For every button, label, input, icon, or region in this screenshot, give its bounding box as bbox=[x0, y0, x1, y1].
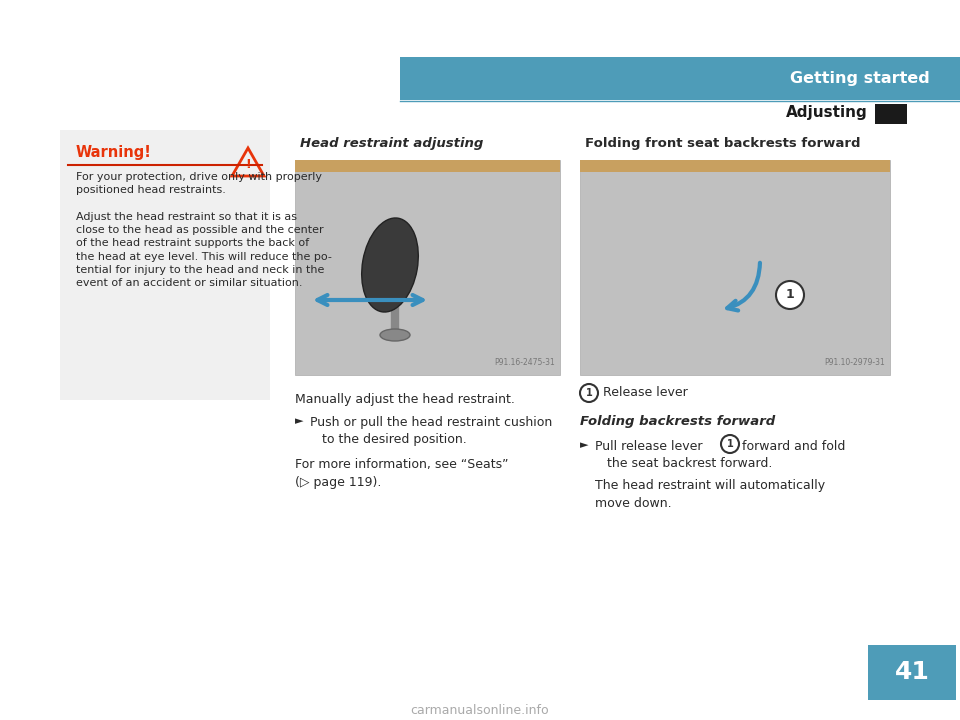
Text: the seat backrest forward.: the seat backrest forward. bbox=[595, 457, 773, 470]
Circle shape bbox=[721, 435, 739, 453]
Text: 1: 1 bbox=[785, 289, 794, 302]
Text: P91.16-2475-31: P91.16-2475-31 bbox=[494, 358, 555, 367]
Text: ►: ► bbox=[580, 440, 588, 450]
Text: 1: 1 bbox=[586, 388, 592, 398]
Text: Manually adjust the head restraint.: Manually adjust the head restraint. bbox=[295, 393, 515, 406]
Text: The head restraint will automatically
move down.: The head restraint will automatically mo… bbox=[595, 479, 826, 510]
Text: 1: 1 bbox=[727, 439, 733, 449]
Text: For your protection, drive only with properly
positioned head restraints.: For your protection, drive only with pro… bbox=[76, 172, 322, 195]
Text: P91.10-2979-31: P91.10-2979-31 bbox=[825, 358, 885, 367]
Text: !: ! bbox=[245, 158, 251, 171]
Bar bbox=[868, 645, 956, 700]
Text: Folding front seat backrests forward: Folding front seat backrests forward bbox=[585, 137, 860, 150]
Ellipse shape bbox=[362, 218, 419, 312]
Text: Getting started: Getting started bbox=[790, 71, 930, 86]
Bar bbox=[400, 57, 960, 100]
Text: Adjusting: Adjusting bbox=[786, 106, 868, 120]
Circle shape bbox=[580, 384, 598, 402]
Ellipse shape bbox=[380, 329, 410, 341]
Text: carmanualsonline.info: carmanualsonline.info bbox=[411, 703, 549, 716]
Text: Release lever: Release lever bbox=[603, 387, 687, 400]
Text: ►: ► bbox=[295, 416, 303, 426]
Bar bbox=[875, 104, 907, 124]
Bar bbox=[295, 160, 560, 375]
Bar bbox=[60, 130, 270, 400]
Text: 41: 41 bbox=[895, 660, 929, 684]
Text: Folding backrests forward: Folding backrests forward bbox=[580, 415, 776, 428]
Text: Adjust the head restraint so that it is as
close to the head as possible and the: Adjust the head restraint so that it is … bbox=[76, 212, 332, 288]
Text: Push or pull the head restraint cushion
   to the desired position.: Push or pull the head restraint cushion … bbox=[310, 416, 552, 446]
Bar bbox=[295, 160, 560, 172]
Text: Pull release lever: Pull release lever bbox=[595, 440, 703, 453]
Text: Head restraint adjusting: Head restraint adjusting bbox=[300, 137, 484, 150]
Circle shape bbox=[776, 281, 804, 309]
Bar bbox=[580, 160, 890, 375]
Text: For more information, see “Seats”
(▷ page 119).: For more information, see “Seats” (▷ pag… bbox=[295, 458, 509, 489]
Bar bbox=[580, 160, 890, 172]
Text: Warning!: Warning! bbox=[76, 145, 152, 160]
Text: forward and fold: forward and fold bbox=[742, 440, 846, 453]
